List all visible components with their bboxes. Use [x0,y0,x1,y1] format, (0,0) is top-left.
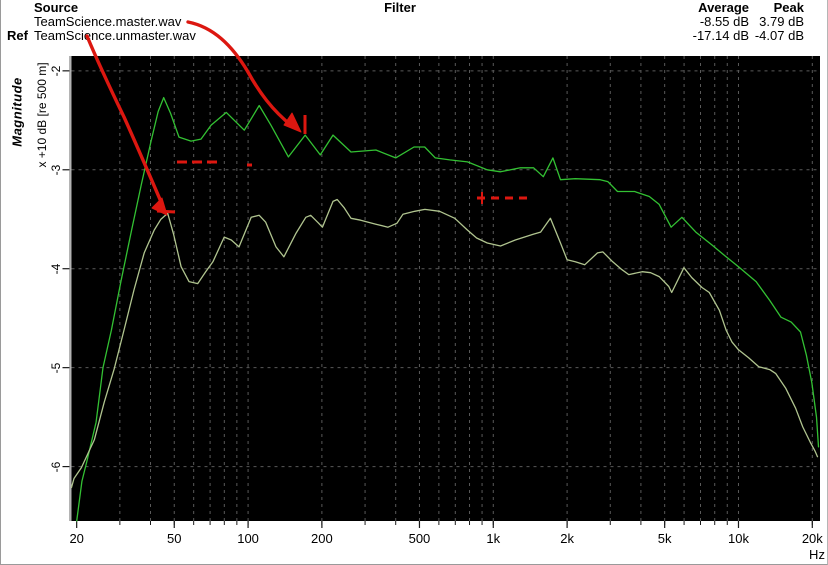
y-axis-tick-label: -3 [49,164,63,176]
source-file-name: TeamScience.master.wav [34,14,182,29]
source-column-label: Source [34,0,79,15]
curve-master [76,96,820,522]
average-column-label: Average [698,0,749,15]
average-value-ref: -17.14 dB [692,28,749,43]
x-axis-tick-label: 20 [69,531,84,546]
annotation-arrow-master-head [283,112,302,133]
x-axis-tick-label: 5k [657,531,672,546]
peak-value-master: 3.79 dB [759,14,804,29]
y-axis-tick-label: -2 [49,65,63,77]
curve-ref [70,198,819,489]
x-axis-tick-label: 10k [727,531,749,546]
ref-file-name: TeamScience.unmaster.wav [34,28,196,43]
ref-row-label: Ref [7,28,28,43]
x-axis-tick-label: 2k [560,531,574,546]
plot-area[interactable] [71,56,821,521]
x-axis-tick-label: 50 [167,531,182,546]
y-axis-tick-label: -6 [49,461,63,472]
x-axis-tick-label: 100 [237,531,259,546]
peak-column-label: Peak [773,0,804,15]
y-axis-tick-label: -4 [49,263,63,275]
y-axis-tick-label: -5 [49,362,63,373]
x-axis-tick-label: 500 [408,531,431,546]
annotation-arrow-ref-shaft [85,34,164,206]
annotation-arrow-ref-tick [156,209,176,214]
annotation-arrow-master-shaft [186,20,294,128]
x-axis-tick-label: 1k [486,531,501,546]
x-axis-tick-label: 20k [801,531,823,546]
peak-value-ref: -4.07 dB [754,28,804,43]
x-axis-unit-label: Hz [809,547,825,562]
x-axis-tick-label: 200 [311,531,333,546]
average-value-master: -8.55 dB [699,14,749,29]
filter-column-label: Filter [384,0,416,15]
y-axis-line [69,56,72,521]
